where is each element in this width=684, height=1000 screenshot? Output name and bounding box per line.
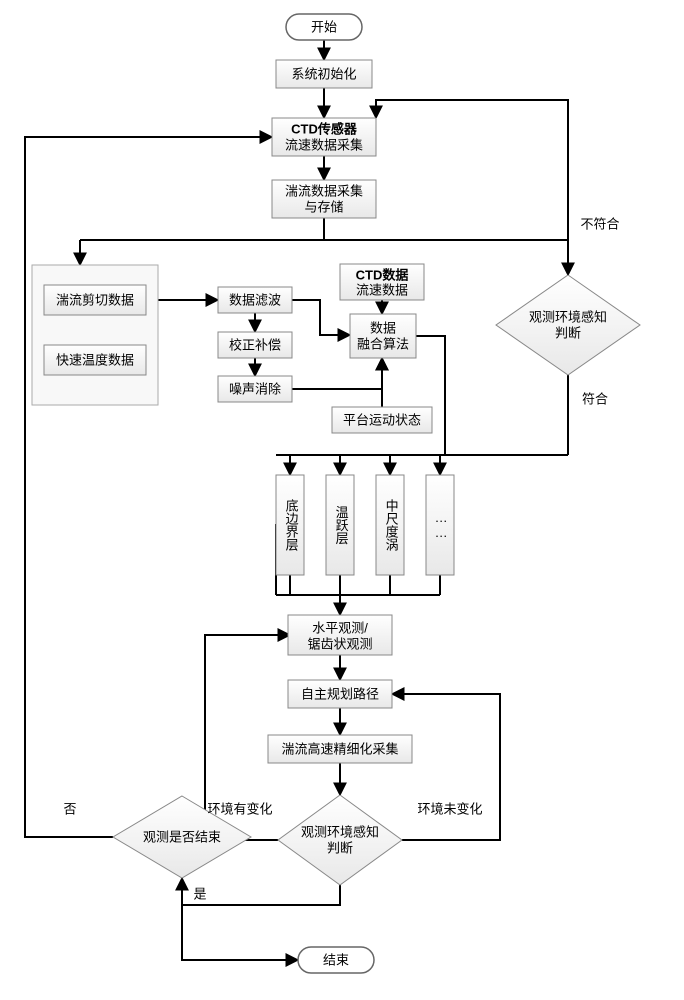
label-changed: 环境有变化 [207, 801, 272, 816]
node-env2-decision: 观测环境感知 判断 [278, 795, 402, 885]
start-label: 开始 [311, 19, 337, 34]
obs-l2: 锯齿状观测 [307, 636, 372, 651]
node-ctd-data: CTD数据 流速数据 [340, 264, 424, 300]
fasttemp-label: 快速温度数据 [56, 352, 134, 367]
env1-l1: 观测环境感知 [529, 309, 607, 324]
refine-label: 湍流高速精细化采集 [281, 741, 398, 756]
store-l1: 湍流数据采集 [285, 183, 363, 198]
node-calib: 校正补偿 [218, 332, 292, 358]
ctddata-l2: 流速数据 [356, 282, 408, 297]
ctddata-l1: CTD数据 [356, 267, 409, 282]
node-filter: 数据滤波 [218, 287, 292, 313]
node-start: 开始 [286, 14, 362, 40]
meso-label: 中尺度涡 [384, 499, 399, 551]
obs-l1: 水平观测/ [312, 620, 368, 635]
fusion-l1: 数据 [370, 320, 396, 335]
edge-fail [376, 100, 568, 275]
etc-label: …… [434, 510, 449, 540]
node-noise: 噪声消除 [218, 376, 292, 402]
noise-label: 噪声消除 [229, 381, 281, 396]
bbl-label: 底边界层 [284, 498, 299, 552]
node-plan: 自主规划路径 [288, 680, 392, 708]
fusion-l2: 融合算法 [357, 336, 409, 351]
init-label: 系统初始化 [291, 66, 356, 81]
label-yes: 是 [193, 886, 206, 901]
node-fusion: 数据 融合算法 [350, 314, 416, 358]
node-obs: 水平观测/ 锯齿状观测 [288, 615, 392, 655]
calib-label: 校正补偿 [229, 337, 281, 352]
node-ctd-sensor: CTD传感器 流速数据采集 [272, 118, 376, 156]
node-meso: 中尺度涡 [376, 475, 404, 575]
ctd-l2: 流速数据采集 [285, 137, 363, 152]
thermo-label: 温跃层 [334, 506, 349, 546]
filter-label: 数据滤波 [229, 292, 281, 307]
flowchart: 开始 系统初始化 CTD传感器 流速数据采集 湍流数据采集 与存储 湍流剪切数据… [0, 0, 684, 1000]
env1-l2: 判断 [555, 325, 581, 340]
node-init: 系统初始化 [276, 60, 372, 88]
node-refine: 湍流高速精细化采集 [268, 735, 412, 763]
label-no: 否 [63, 801, 76, 816]
ctd-l1: CTD传感器 [291, 121, 358, 136]
node-left-group: 湍流剪切数据 快速温度数据 [32, 265, 158, 405]
plan-label: 自主规划路径 [301, 686, 379, 701]
node-env1-decision: 观测环境感知 判断 [496, 275, 640, 375]
node-etc: …… [426, 475, 454, 575]
platform-label: 平台运动状态 [343, 412, 421, 427]
node-store: 湍流数据采集 与存储 [272, 180, 376, 218]
shear-label: 湍流剪切数据 [56, 292, 134, 307]
label-unchanged: 环境未变化 [417, 801, 482, 816]
node-thermo: 温跃层 [326, 475, 354, 575]
finish-l1: 观测是否结束 [143, 829, 221, 844]
env2-l2: 判断 [327, 840, 353, 855]
node-platform: 平台运动状态 [332, 407, 432, 433]
label-pass: 符合 [582, 391, 608, 406]
node-bbl: 底边界层 [276, 475, 304, 575]
store-l2: 与存储 [304, 199, 343, 214]
env2-l1: 观测环境感知 [301, 824, 379, 839]
end-label: 结束 [323, 952, 349, 967]
label-fail: 不符合 [580, 216, 619, 231]
node-end: 结束 [298, 947, 374, 973]
